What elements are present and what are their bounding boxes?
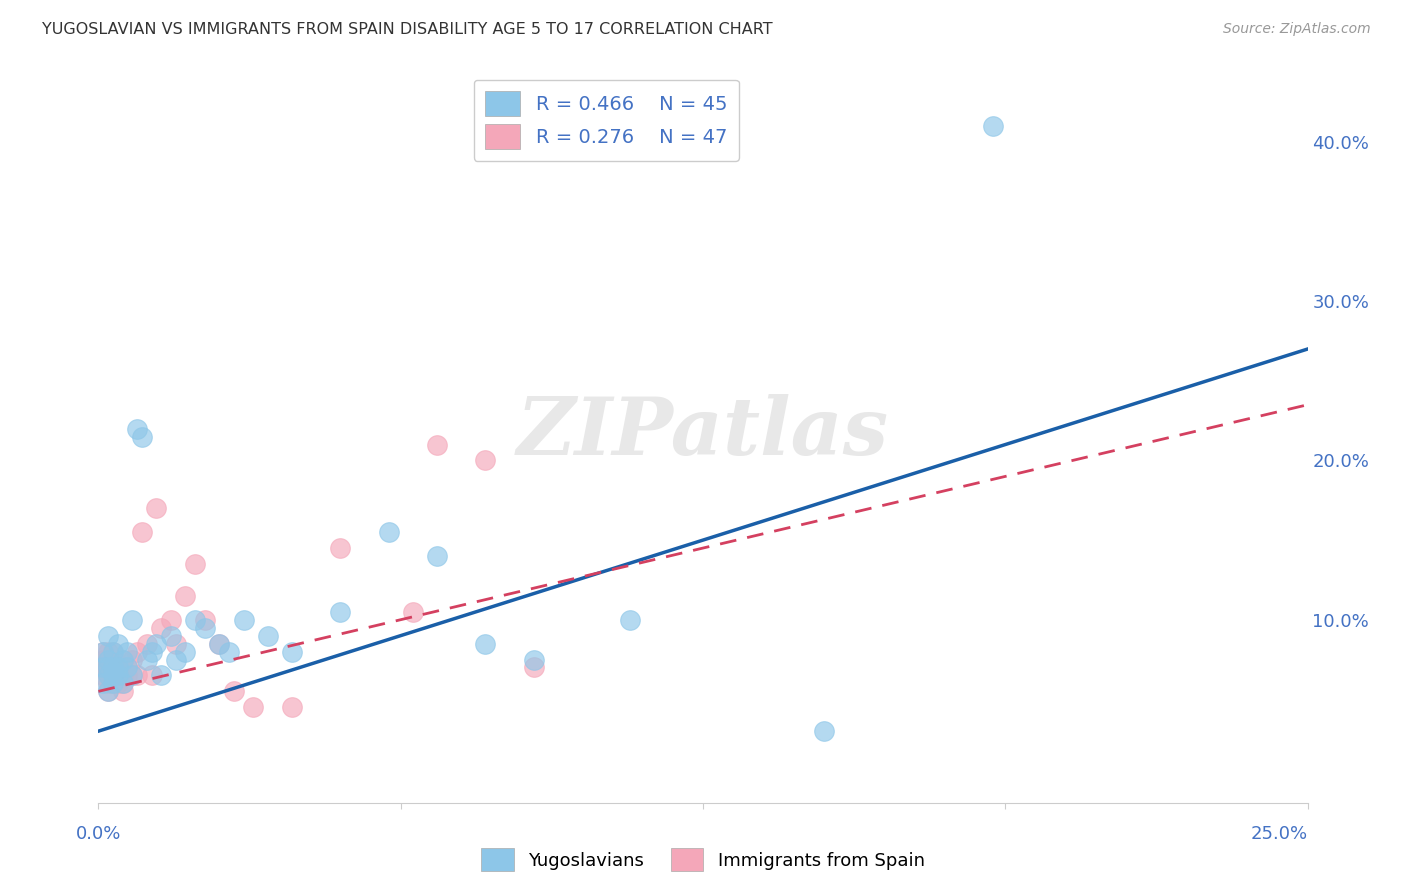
Point — [127, 644, 149, 658]
Point — [141, 668, 163, 682]
Point — [107, 668, 129, 682]
Point — [101, 644, 124, 658]
Point — [474, 453, 496, 467]
Point — [426, 549, 449, 563]
Point — [107, 660, 129, 674]
Point — [135, 652, 157, 666]
Point — [194, 621, 217, 635]
Point — [281, 700, 304, 714]
Point — [402, 605, 425, 619]
Point — [474, 637, 496, 651]
Point — [117, 644, 139, 658]
Point — [97, 644, 120, 658]
Point — [117, 660, 139, 674]
Point — [165, 637, 187, 651]
Point — [97, 668, 120, 682]
Legend: Yugoslavians, Immigrants from Spain: Yugoslavians, Immigrants from Spain — [474, 841, 932, 879]
Point — [101, 668, 124, 682]
Point — [208, 637, 231, 651]
Point — [523, 660, 546, 674]
Point — [111, 652, 134, 666]
Point — [91, 652, 114, 666]
Point — [256, 629, 278, 643]
Point — [208, 637, 231, 651]
Text: ZIPatlas: ZIPatlas — [517, 394, 889, 471]
Point — [101, 644, 124, 658]
Point — [97, 652, 120, 666]
Point — [97, 629, 120, 643]
Point — [131, 525, 153, 540]
Point — [91, 676, 114, 690]
Point — [111, 668, 134, 682]
Point — [97, 652, 120, 666]
Point — [107, 637, 129, 651]
Point — [184, 557, 207, 571]
Point — [174, 589, 197, 603]
Point — [121, 613, 143, 627]
Point — [91, 668, 114, 682]
Legend: R = 0.466    N = 45, R = 0.276    N = 47: R = 0.466 N = 45, R = 0.276 N = 47 — [474, 79, 740, 161]
Point — [232, 613, 254, 627]
Point — [160, 629, 183, 643]
Point — [145, 637, 167, 651]
Point — [121, 652, 143, 666]
Point — [218, 644, 240, 658]
Point — [91, 644, 114, 658]
Point — [121, 668, 143, 682]
Point — [97, 660, 120, 674]
Point — [117, 668, 139, 682]
Point — [145, 501, 167, 516]
Point — [242, 700, 264, 714]
Point — [174, 644, 197, 658]
Point — [91, 660, 114, 674]
Point — [150, 621, 173, 635]
Point — [101, 660, 124, 674]
Point — [91, 660, 114, 674]
Point — [121, 668, 143, 682]
Point — [111, 676, 134, 690]
Point — [97, 668, 120, 682]
Point — [111, 676, 134, 690]
Point — [194, 613, 217, 627]
Point — [101, 676, 124, 690]
Point — [281, 644, 304, 658]
Point — [111, 684, 134, 698]
Point — [101, 676, 124, 690]
Point — [329, 541, 352, 555]
Point — [117, 660, 139, 674]
Point — [619, 613, 641, 627]
Point — [101, 668, 124, 682]
Point — [91, 660, 114, 674]
Point — [107, 660, 129, 674]
Point — [97, 684, 120, 698]
Point — [107, 676, 129, 690]
Point — [184, 613, 207, 627]
Point — [135, 637, 157, 651]
Point — [222, 684, 245, 698]
Point — [97, 660, 120, 674]
Text: YUGOSLAVIAN VS IMMIGRANTS FROM SPAIN DISABILITY AGE 5 TO 17 CORRELATION CHART: YUGOSLAVIAN VS IMMIGRANTS FROM SPAIN DIS… — [42, 22, 773, 37]
Point — [329, 605, 352, 619]
Text: Source: ZipAtlas.com: Source: ZipAtlas.com — [1223, 22, 1371, 37]
Point — [150, 668, 173, 682]
Point — [981, 119, 1004, 133]
Point — [813, 724, 835, 739]
Point — [107, 668, 129, 682]
Point — [97, 676, 120, 690]
Point — [141, 644, 163, 658]
Point — [101, 660, 124, 674]
Point — [160, 613, 183, 627]
Point — [97, 684, 120, 698]
Text: 0.0%: 0.0% — [76, 825, 121, 843]
Point — [131, 429, 153, 443]
Point — [426, 437, 449, 451]
Point — [377, 525, 399, 540]
Point — [127, 668, 149, 682]
Point — [165, 652, 187, 666]
Text: 25.0%: 25.0% — [1251, 825, 1308, 843]
Point — [523, 652, 546, 666]
Point — [91, 644, 114, 658]
Point — [111, 652, 134, 666]
Point — [127, 422, 149, 436]
